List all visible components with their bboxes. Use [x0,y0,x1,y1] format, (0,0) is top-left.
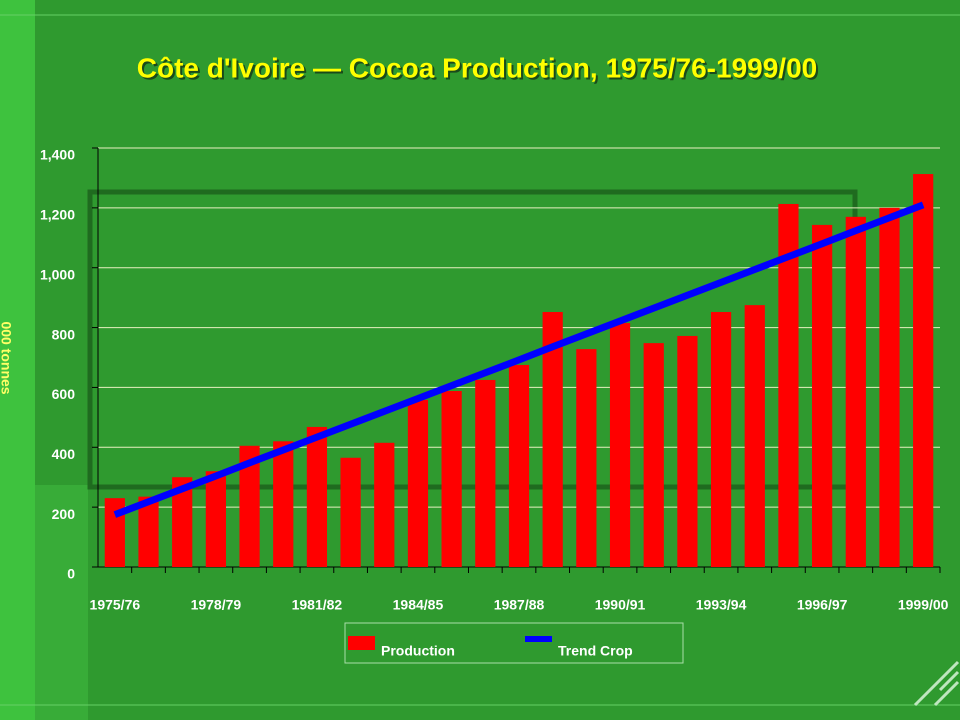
x-tick-label: 1981/82 [292,597,343,613]
y-tick-label: 600 [52,386,76,402]
bar [879,207,900,567]
y-tick-label: 800 [52,326,76,342]
left-block [35,485,88,720]
bar [643,343,664,567]
bar [812,224,833,567]
legend-swatch [348,636,375,650]
bar [609,323,631,567]
left-strip [0,0,35,720]
legend-box [344,622,684,664]
y-tick-label: 400 [52,446,76,462]
legend-label: Production [381,643,455,659]
x-tick-label: 1996/97 [797,597,848,613]
x-tick-label: 1999/00 [898,597,949,613]
bar [205,471,226,567]
x-tick-label: 1990/91 [595,597,646,613]
bar [744,305,765,567]
bar [273,441,294,567]
trend-line [113,201,925,518]
x-tick-label: 1975/76 [90,597,141,613]
bar [710,312,732,567]
bar [306,426,328,567]
x-tick-label: 1978/79 [191,597,242,613]
y-tick-label: 1,000 [40,266,75,282]
bar [407,399,429,567]
y-tick-label: 0 [67,566,75,582]
x-tick-label: 1987/88 [494,597,545,613]
x-tick-label: 1993/94 [696,597,747,613]
bar [677,335,698,567]
bar [475,379,496,567]
chart-title: Côte d'Ivoire — Cocoa Production, 1975/7… [137,52,817,83]
legend-swatch [525,636,552,642]
bar [508,364,530,567]
bar [845,216,866,568]
y-axis-label: 000 tonnes [0,321,14,394]
y-tick-label: 1,400 [40,147,75,163]
y-tick-label: 1,200 [40,207,75,223]
bar [239,445,260,567]
x-tick-label: 1984/85 [393,597,444,613]
corner-icon [913,660,960,707]
legend-label: Trend Crop [558,643,633,659]
title-shadow: Côte d'Ivoire — Cocoa Production, 1975/7… [139,54,819,85]
y-tick-label: 200 [52,506,76,522]
bar [374,442,395,567]
bar [913,174,934,568]
bar [172,477,193,567]
bar [778,203,799,567]
bar [576,349,597,567]
bar [441,391,462,567]
bar [340,457,361,567]
bar [138,496,159,567]
bar [542,312,563,567]
